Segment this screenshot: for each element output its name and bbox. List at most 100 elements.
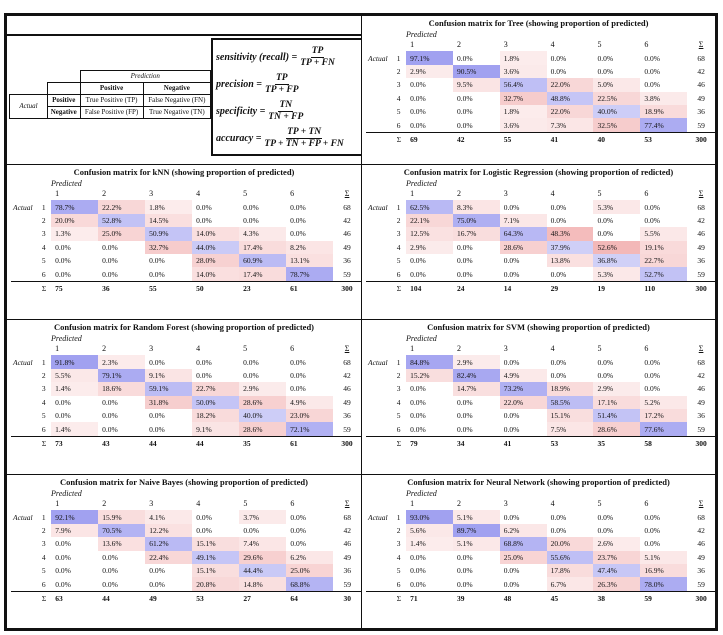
matrix-row: 3 1.4% 18.6% 59.1% 22.7% 2.9% 0.0% 46 [11,382,361,396]
blank [366,214,397,227]
row-total: 46 [343,384,351,394]
matrix-cell: 59.1% [145,382,193,396]
matrix-title: Confusion matrix for Neural Network (sho… [407,477,670,487]
matrix-cell: 5.3% [593,200,641,214]
matrix-cell: 0.0% [290,384,306,394]
column-total: 45 [546,590,594,606]
matrix-cell: 0.0% [149,357,165,367]
matrix-cell: 93.0% [406,510,453,524]
row-header: 6 [41,269,46,279]
matrix-cell: 68.8% [499,537,547,551]
column-total: 63 [51,590,99,606]
row-total: 68 [697,202,705,212]
matrix-cell: 0.0% [55,242,71,252]
blank [366,577,397,591]
formula-precision: precision = TP TP + FP [216,73,300,96]
blank [366,396,397,409]
column-header: 4 [550,344,555,354]
matrix-cell: 16.9% [640,563,688,578]
matrix-cell: 0.0% [290,215,306,225]
matrix-cell: 0.0% [644,357,660,367]
matrix-cell: 0.0% [290,525,306,535]
matrix-cell: 7.4% [239,537,287,551]
corner-blank [42,187,51,200]
column-header: 6 [290,344,295,354]
matrix-cell: 5.0% [593,78,641,92]
corner-blank [397,497,406,510]
confusion-matrix-knn: Confusion matrix for kNN (showing propor… [6,164,362,320]
formula-numerator: TP [274,73,289,85]
matrix-cell: 0.0% [290,229,306,239]
matrix-cell: 68.8% [286,577,334,592]
blank [11,435,42,451]
matrix-cell: 0.0% [503,269,520,279]
matrix-cell: 2.6% [593,537,641,551]
matrix-cell: 0.0% [550,370,567,380]
row-header: 3 [41,539,46,549]
row-total: 68 [697,357,705,367]
matrix-cell: 82.4% [452,368,500,383]
matrix-cell: 0.0% [503,566,520,576]
matrix-cell: 2.9% [406,240,453,254]
matrix-table: 1 2 3 4 5 6 Σ Actual 1 97.1% 0.0% 1.8% 0.0% 0.0% 0.0% 6… [366,38,715,147]
corner-blank [366,187,397,200]
matrix-cell: 19.1% [640,240,688,254]
column-total: 44 [145,435,193,451]
matrix-cell: 84.8% [406,355,453,369]
matrix-row: 3 0.0% 14.7% 73.2% 18.9% 2.9% 0.0% 46 [366,382,715,396]
column-header: 1 [55,499,60,509]
column-total: 53 [546,435,594,451]
row-total: 49 [697,93,705,103]
matrix-cell: 26.3% [593,577,641,592]
row-header: 5 [41,411,46,421]
column-total: 110 [640,280,688,296]
matrix-cell: 78.0% [640,577,688,592]
matrix-table: 1 2 3 4 5 6 Σ Actual 1 92.1% 15.9% 4.1% 0.0% 3.7% 0.0%… [11,497,361,606]
matrix-table: 1 2 3 4 5 6 Σ Actual 1 78.7% 22.2% 1.8% 0.0% 0.0% 0.0%… [11,187,361,296]
matrix-cell: 0.0% [102,242,118,252]
matrix-row: 5 0.0% 0.0% 0.0% 15.1% 51.4% 17.2% 36 [366,408,715,423]
matrix-row: Actual 1 91.8% 2.3% 0.0% 0.0% 0.0% 0.0% 68 [11,355,361,369]
matrix-cell: 0.0% [55,269,71,279]
blank [366,280,397,296]
column-total: 38 [593,590,641,606]
matrix-cell: 5.1% [452,537,500,551]
row-total: 36 [697,411,705,421]
matrix-cell: 28.0% [192,253,240,268]
sum-label: Σ [396,131,407,147]
matrix-cell: 0.0% [243,202,259,212]
column-total: 41 [499,435,547,451]
matrix-cell: 14.0% [192,267,240,282]
column-header: 6 [644,40,649,50]
matrix-cell: 0.0% [243,370,259,380]
matrix-cell: 0.0% [243,357,259,367]
column-total: 14 [499,280,547,296]
blank [366,524,397,537]
column-header: 6 [290,499,295,509]
column-total: 69 [406,131,453,147]
blank [11,227,42,240]
row-header: 3 [41,384,46,394]
corner-blank [11,497,42,510]
blank [11,409,42,422]
matrix-cell: 0.0% [597,66,614,76]
row-total: 46 [697,384,705,394]
row-total: 59 [697,424,705,434]
column-header: 4 [550,499,555,509]
column-header: 5 [597,344,602,354]
column-total: 39 [452,590,500,606]
blank [11,267,42,281]
row-header: 5 [396,107,401,117]
matrix-cell: 78.7% [286,267,334,282]
column-total: 79 [406,435,453,451]
column-total: 35 [593,435,641,451]
legend-panel: Prediction Positive Negative Actual Posi… [6,15,362,165]
matrix-row: Actual 1 92.1% 15.9% 4.1% 0.0% 3.7% 0.0% 68 [11,510,361,524]
formula-lhs: sensitivity (recall) = [216,52,298,63]
matrix-table: 1 2 3 4 5 6 Σ Actual 1 84.8% 2.9% 0.0% 0.0% 0.0% 0.0% 6… [366,342,715,451]
row-total: 59 [697,120,705,130]
matrix-title: Confusion matrix for Random Forest (show… [53,322,315,332]
matrix-cell: 51.4% [593,408,641,423]
actual-label: Actual [13,357,33,367]
blank [366,105,397,118]
